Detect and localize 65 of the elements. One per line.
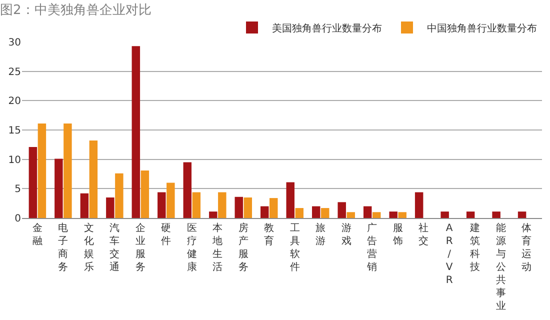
- bar: [346, 212, 355, 218]
- bar: [372, 212, 381, 218]
- bar: [286, 182, 294, 218]
- y-tick-label: 20: [8, 96, 21, 108]
- bar: [414, 192, 424, 218]
- x-tick-label: 汽车交通: [110, 222, 120, 273]
- bar: [54, 158, 63, 218]
- bar: [183, 162, 192, 218]
- bar: [260, 206, 269, 218]
- y-tick-label: 30: [8, 38, 21, 48]
- bar: [338, 202, 346, 218]
- x-tick-label: 企业服务: [135, 222, 146, 273]
- bar: [270, 198, 278, 218]
- bar: [132, 46, 140, 218]
- x-tick-label: 建筑科技: [469, 222, 480, 273]
- x-tick-label: 服饰: [392, 223, 403, 247]
- bar: [38, 124, 46, 218]
- bar: [115, 173, 124, 218]
- x-tick-label: 工具软件: [290, 223, 300, 273]
- y-tick-label: 15: [8, 126, 21, 136]
- chart-title: 图2：中美独角兽企业对比: [0, 2, 152, 18]
- bar: [398, 212, 406, 218]
- x-tick-label: 硬件: [161, 223, 172, 247]
- x-tick-label: 文化娱乐: [84, 222, 94, 273]
- bar: [363, 206, 372, 218]
- x-tick-label: 本地生活: [212, 222, 223, 273]
- bar: [28, 147, 38, 218]
- bar: [192, 192, 201, 218]
- y-tick-label: 10: [8, 154, 21, 166]
- y-tick-label: 5: [14, 184, 21, 196]
- bar: [166, 182, 175, 218]
- bar: [64, 124, 72, 218]
- x-tick-label: 金融: [32, 222, 42, 247]
- bar: [140, 170, 150, 218]
- y-tick-label: 0: [14, 214, 21, 224]
- bar: [312, 206, 320, 218]
- x-tick-label: AR/VR: [446, 223, 453, 286]
- bar: [440, 212, 449, 218]
- x-tick-label: 房产服务: [238, 222, 248, 273]
- x-tick-label: 广告营销: [366, 222, 378, 273]
- x-tick-label: 社交: [418, 222, 429, 247]
- x-tick-label: 体育运动: [522, 222, 532, 273]
- y-tick-label: 25: [8, 66, 21, 78]
- bar: [218, 192, 226, 218]
- bar: [209, 212, 218, 218]
- bar: [492, 212, 500, 218]
- bar: [234, 196, 243, 218]
- bar: [158, 192, 166, 218]
- bar: [466, 212, 475, 218]
- bar: [89, 140, 98, 218]
- x-tick-label: 教育: [264, 223, 274, 247]
- bar: [321, 208, 330, 218]
- legend-label: 美国独角兽行业数量分布: [272, 22, 382, 34]
- x-tick-label: 能源与公共事业: [496, 222, 506, 312]
- bar: [389, 212, 398, 218]
- x-tick-label: 电子商务: [58, 222, 68, 273]
- legend-label: 中国独角兽行业数量分布: [427, 22, 537, 34]
- x-tick-label: 旅游: [316, 222, 326, 247]
- bar: [244, 197, 252, 218]
- bar: [518, 212, 526, 218]
- x-tick-label: 游戏: [341, 222, 352, 247]
- x-tick-label: 医疗健康: [186, 223, 197, 273]
- bar: [106, 197, 114, 218]
- bar: [80, 193, 89, 218]
- bar: [295, 208, 304, 218]
